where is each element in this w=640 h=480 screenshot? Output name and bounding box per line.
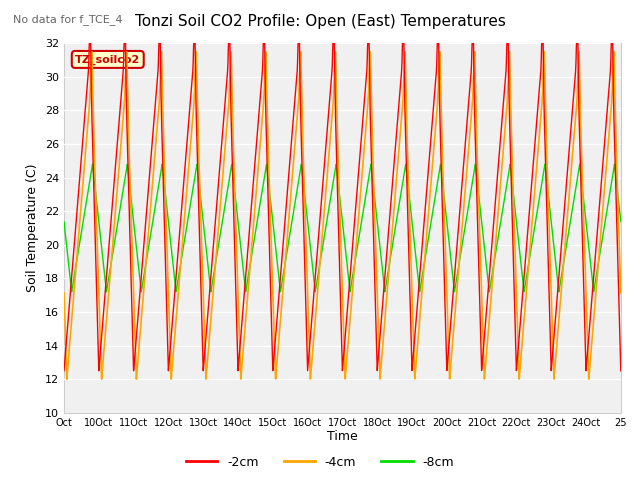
Text: Tonzi Soil CO2 Profile: Open (East) Temperatures: Tonzi Soil CO2 Profile: Open (East) Temp…	[134, 14, 506, 29]
Legend: -2cm, -4cm, -8cm: -2cm, -4cm, -8cm	[181, 451, 459, 474]
X-axis label: Time: Time	[327, 431, 358, 444]
Text: No data for f_TCE_4: No data for f_TCE_4	[13, 14, 122, 25]
Y-axis label: Soil Temperature (C): Soil Temperature (C)	[26, 164, 39, 292]
Text: TZ_soilco2: TZ_soilco2	[75, 54, 140, 64]
